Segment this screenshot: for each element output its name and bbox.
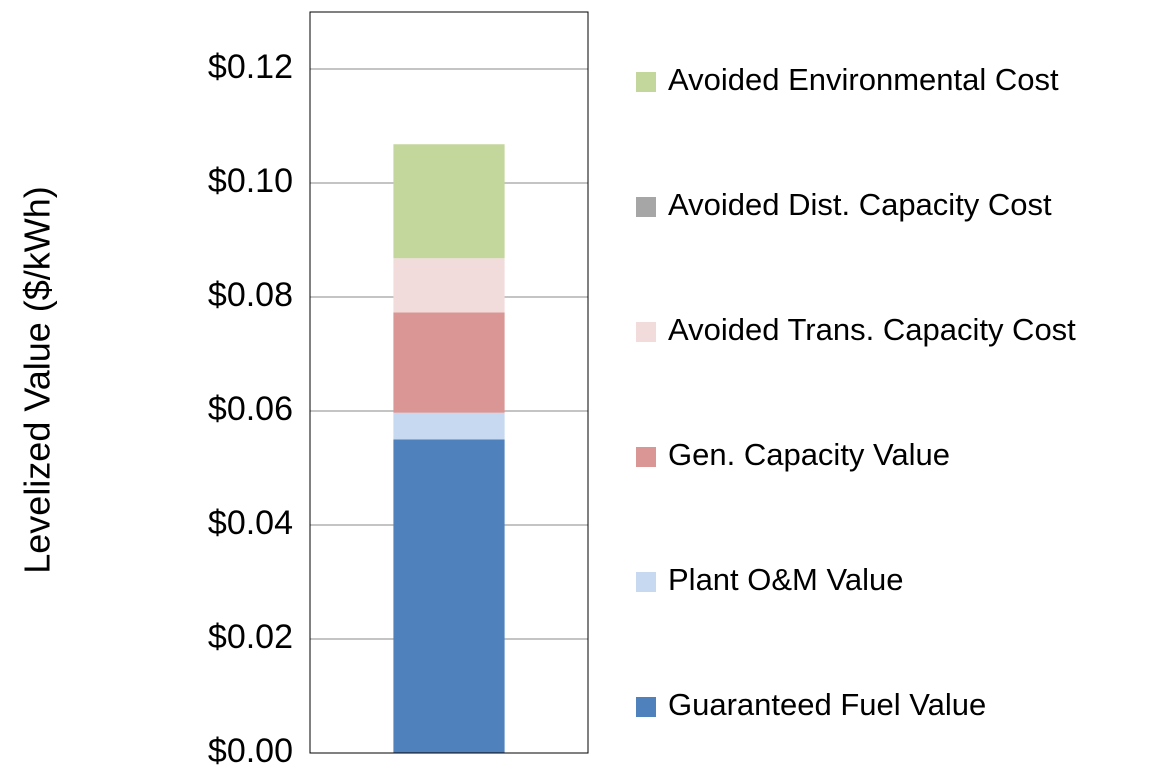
y-tick-label: $0.08 [208, 276, 293, 314]
y-tick-label: $0.12 [208, 48, 293, 86]
legend-label: Avoided Dist. Capacity Cost [668, 187, 1052, 222]
legend-swatch [636, 697, 656, 717]
plot-border [309, 11, 589, 754]
y-tick-label: $0.00 [208, 732, 293, 770]
legend-swatch [636, 197, 656, 217]
y-tick-label: $0.04 [208, 504, 293, 542]
legend-swatch [636, 72, 656, 92]
legend-label: Guaranteed Fuel Value [668, 687, 986, 722]
legend-swatch [636, 322, 656, 342]
legend-swatch [636, 572, 656, 592]
bar-segment [393, 258, 505, 313]
y-tick-label: $0.06 [208, 390, 293, 428]
legend-label: Avoided Environmental Cost [668, 62, 1059, 97]
y-axis-label: Levelized Value ($/kWh) [17, 186, 58, 574]
y-tick-label: $0.10 [208, 162, 293, 200]
y-tick-label: $0.02 [208, 618, 293, 656]
legend-swatch [636, 447, 656, 467]
legend-label: Plant O&M Value [668, 562, 903, 597]
bar-segment [393, 412, 505, 440]
bar-segment [393, 312, 505, 413]
legend-label: Avoided Trans. Capacity Cost [668, 312, 1076, 347]
legend-label: Gen. Capacity Value [668, 437, 950, 472]
bar-segment [393, 439, 505, 753]
bar-segment [393, 144, 505, 259]
